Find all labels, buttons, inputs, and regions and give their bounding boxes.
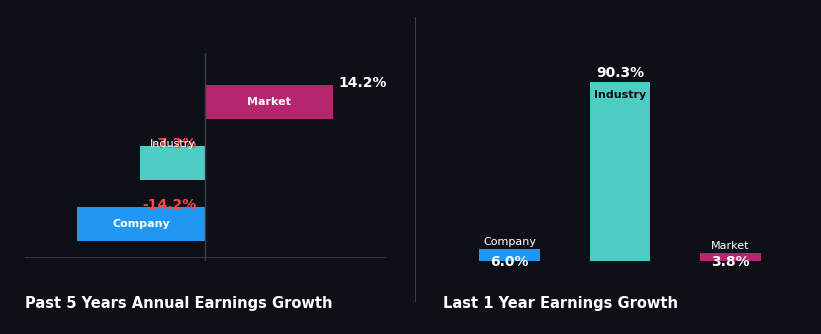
Text: 6.0%: 6.0% — [490, 255, 529, 269]
Bar — [205, 86, 333, 119]
Text: Last 1 Year Earnings Growth: Last 1 Year Earnings Growth — [443, 296, 678, 311]
Text: 14.2%: 14.2% — [338, 76, 387, 90]
Text: Market: Market — [247, 97, 291, 107]
Text: Company: Company — [483, 237, 536, 247]
Text: Industry: Industry — [149, 139, 195, 149]
Text: -14.2%: -14.2% — [142, 198, 196, 212]
Bar — [699, 253, 760, 261]
Text: 90.3%: 90.3% — [596, 66, 644, 80]
Bar — [140, 146, 205, 180]
Text: Past 5 Years Annual Earnings Growth: Past 5 Years Annual Earnings Growth — [25, 296, 333, 311]
Bar — [589, 82, 650, 261]
Text: Company: Company — [112, 219, 170, 229]
Bar — [479, 249, 540, 261]
Text: Market: Market — [711, 241, 750, 251]
Text: 3.8%: 3.8% — [711, 255, 750, 269]
Bar — [77, 207, 205, 241]
Text: Industry: Industry — [594, 90, 646, 100]
Text: -7.2%: -7.2% — [152, 137, 196, 151]
